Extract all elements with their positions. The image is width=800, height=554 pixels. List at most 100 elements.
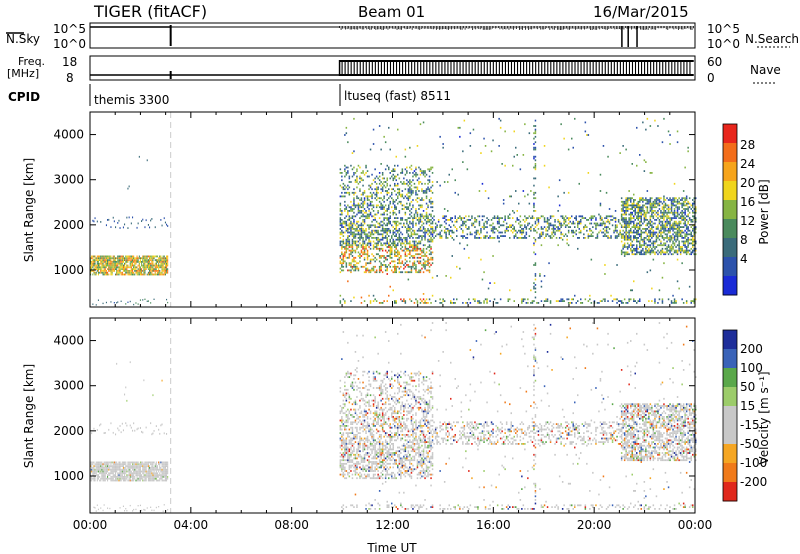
echo-cell [639,204,641,207]
echo-cell [415,173,417,176]
echo-cell [152,259,154,261]
echo-cell [375,182,378,185]
echo-cell [642,247,644,250]
echo-cell [99,255,101,258]
echo-cell [430,200,432,203]
echo-cell [630,229,632,232]
echo-cell [431,233,434,236]
echo-cell [578,182,580,185]
echo-cell [386,228,388,230]
echo-cell [129,261,131,263]
echo-cell [422,217,425,219]
echo-cell [360,228,363,230]
echo-cell [430,238,432,241]
echo-cell [104,264,106,267]
echo-cell [540,226,543,228]
echo-cell [162,261,164,263]
echo-cell [425,298,428,301]
echo-cell [374,193,376,196]
echo-cell [692,219,694,221]
echo-cell [384,186,387,189]
power-ylabel: Slant Range [km] [22,158,36,262]
echo-cell [602,145,605,147]
echo-cell [695,220,697,223]
echo-cell [353,117,355,120]
echo-cell [354,267,357,270]
echo-cell [378,265,381,268]
echo-cell [422,264,425,266]
echo-cell [669,238,671,241]
echo-cell [389,211,391,214]
echo-cell [533,229,535,232]
echo-cell [564,220,567,223]
echo-cell [692,237,694,239]
echo-cell [347,238,349,241]
echo-cell [490,219,493,221]
echo-cell [667,208,670,210]
echo-cell [558,224,561,227]
echo-cell [381,188,384,191]
echo-cell [673,298,676,301]
echo-cell [129,259,131,261]
echo-cell [655,231,658,234]
echo-cell [105,255,107,258]
echo-cell [377,237,379,239]
echo-cell [395,226,397,228]
echo-cell [684,240,686,243]
echo-cell [407,249,410,252]
echo-cell [572,146,574,149]
echo-cell [342,226,345,228]
echo-cell [357,246,360,248]
echo-cell [661,215,664,218]
echo-cell [663,229,665,232]
echo-cell [112,262,114,265]
power-panel-frame [89,111,696,308]
echo-cell [147,300,149,302]
echo-cell [122,257,124,260]
echo-cell [451,220,453,223]
echo-cell [496,237,499,239]
echo-cell [403,222,405,225]
cpid-label: CPID [8,90,40,104]
echo-cell [381,213,384,216]
echo-cell [345,256,348,259]
echo-cell [577,226,579,228]
echo-cell [90,270,92,272]
echo-cell [362,229,364,232]
echo-cell [147,273,149,276]
echo-cell [404,246,407,248]
echo-cell [103,477,105,480]
echo-cell [664,228,667,230]
echo-cell [534,191,537,194]
echo-cell [99,470,101,473]
echo-cell [102,474,104,476]
echo-cell [113,465,115,467]
echo-cell [116,477,118,480]
echo-cell [151,273,153,276]
y-tick-label: 3000 [53,173,84,187]
echo-cell [590,302,593,304]
echo-cell [534,296,537,299]
echo-cell [634,199,636,201]
echo-cell [152,257,154,260]
echo-cell [626,222,629,225]
echo-cell [134,261,136,263]
echo-cell [658,215,661,218]
echo-cell [384,269,387,272]
echo-cell [366,258,369,261]
echo-cell [164,271,166,274]
echo-cell [419,220,422,223]
echo-cell [664,211,667,214]
echo-cell [134,262,136,265]
echo-cell [350,233,352,236]
echo-cell [142,261,144,263]
echo-cell [97,477,99,480]
echo-cell [392,199,394,201]
echo-cell [657,302,659,304]
echo-cell [575,215,577,218]
echo-cell [401,217,404,219]
echo-cell [363,191,366,194]
nsearch-tick-bottom: 10^0 [707,37,740,51]
echo-cell [121,255,123,258]
echo-cell [377,240,379,243]
